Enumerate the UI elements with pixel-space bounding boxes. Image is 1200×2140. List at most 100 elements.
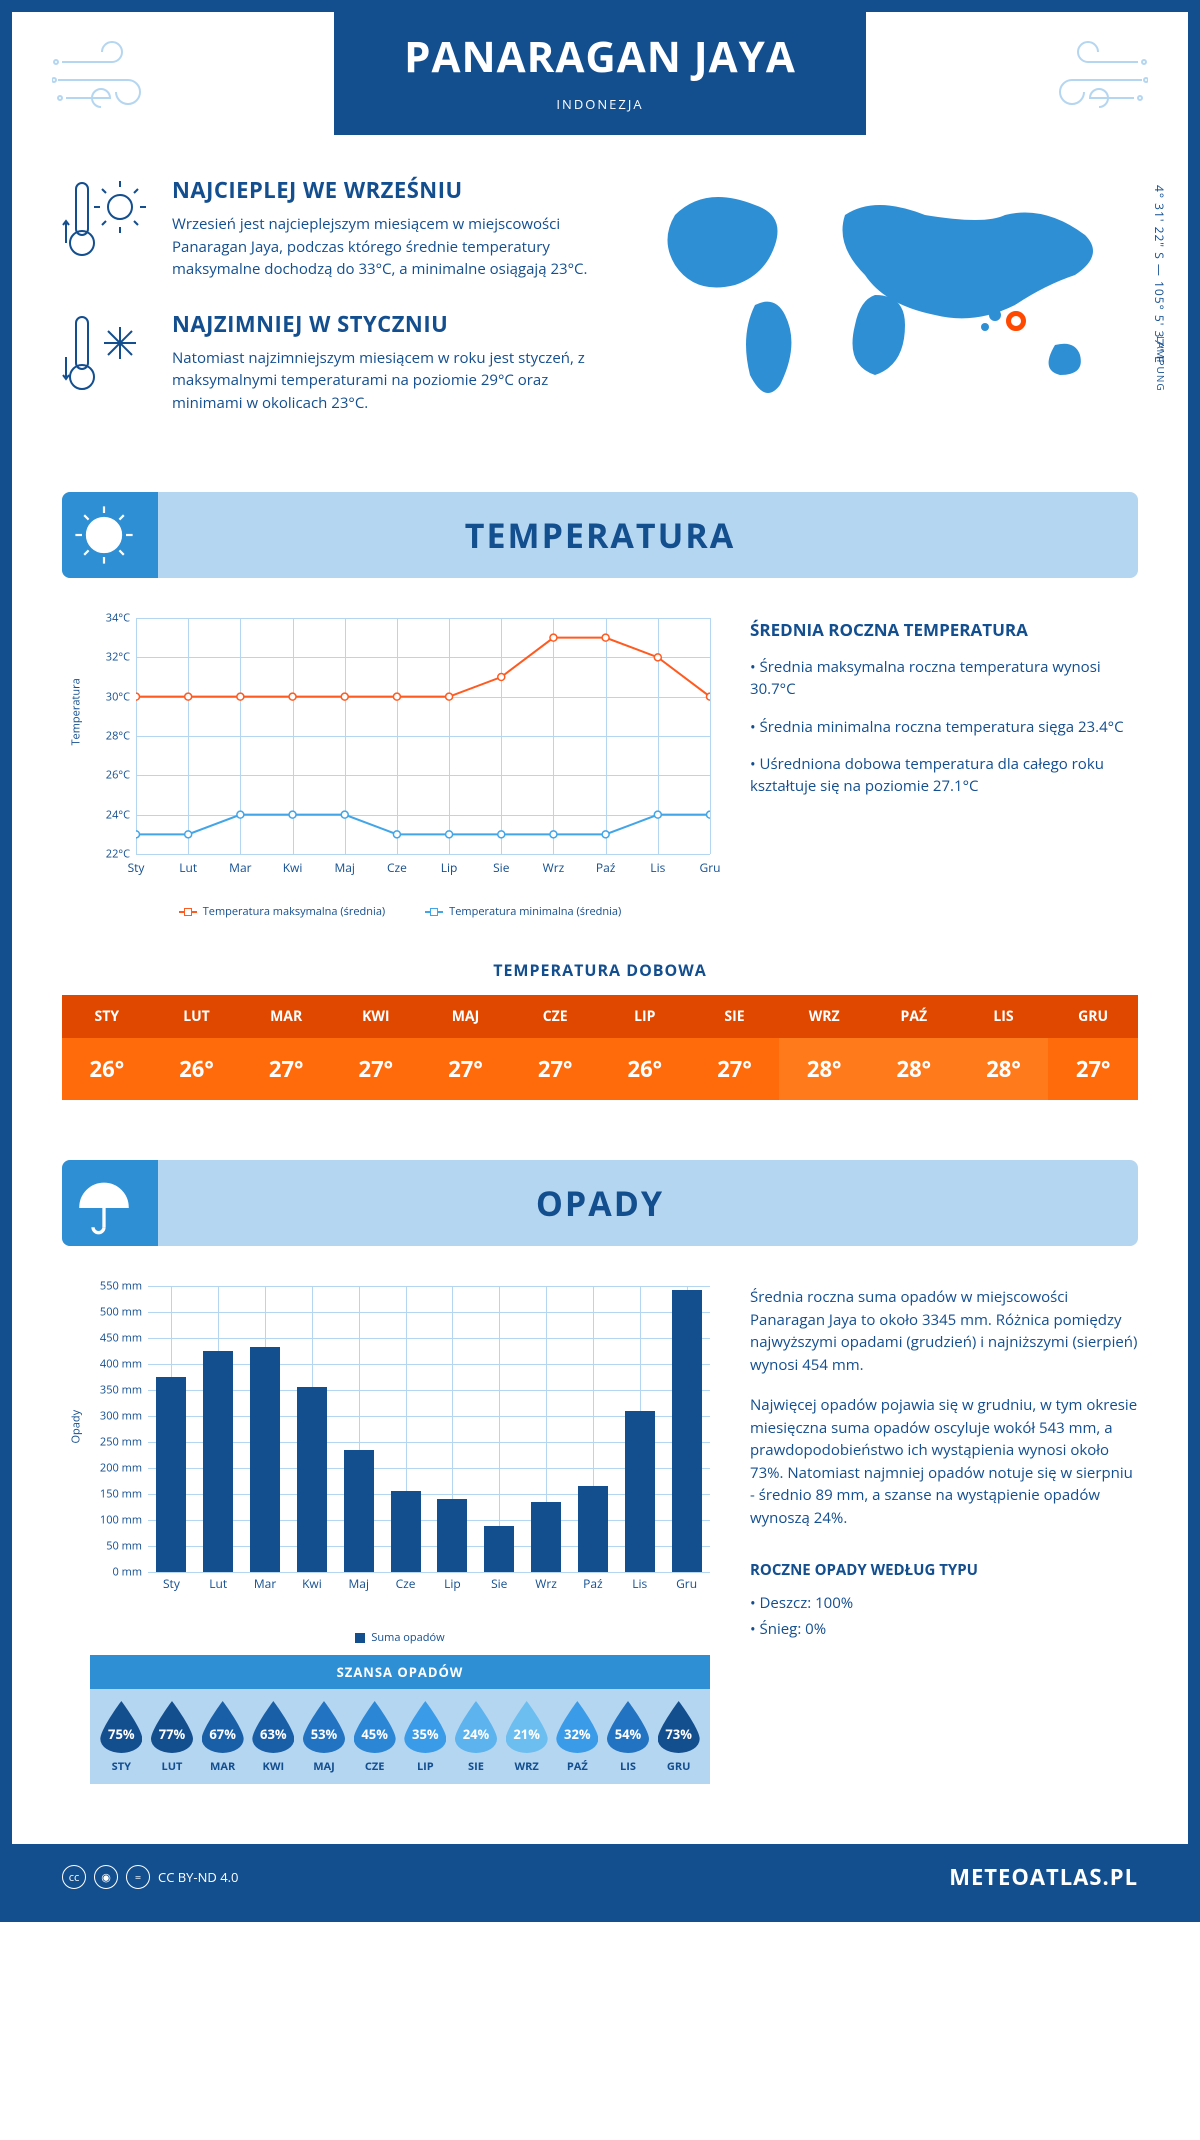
- chance-month: LUT: [147, 1759, 198, 1774]
- temp-x-tick: Maj: [334, 859, 355, 876]
- chance-drop: 24%: [455, 1701, 497, 1753]
- precip-y-tick: 0 mm: [90, 1565, 142, 1580]
- chance-title: SZANSA OPADÓW: [90, 1655, 710, 1689]
- precip-y-tick: 50 mm: [90, 1539, 142, 1554]
- precip-x-tick: Mar: [254, 1575, 276, 1592]
- hot-title: NAJCIEPLEJ WE WRZEŚNIU: [172, 175, 602, 205]
- chance-month: CZE: [349, 1759, 400, 1774]
- precip-x-tick: Lut: [209, 1575, 227, 1592]
- temp-y-axis-title: Temperatura: [69, 678, 84, 745]
- chance-month: PAŹ: [552, 1759, 603, 1774]
- precip-legend: Suma opadów: [90, 1630, 710, 1645]
- temp-x-tick: Kwi: [283, 859, 303, 876]
- temp-bullet: • Średnia maksymalna roczna temperatura …: [750, 657, 1138, 701]
- chance-drop: 67%: [202, 1701, 244, 1753]
- daily-temp-value: 27°: [1048, 1038, 1138, 1100]
- umbrella-icon: [71, 1170, 137, 1236]
- daily-temp-value: 28°: [779, 1038, 869, 1100]
- daily-temp-value: 28°: [959, 1038, 1049, 1100]
- temp-y-tick: 34°C: [90, 611, 130, 626]
- temp-bullet: • Średnia minimalna roczna temperatura s…: [750, 717, 1138, 739]
- temperature-legend: Temperatura maksymalna (średnia)Temperat…: [90, 904, 710, 919]
- chance-month: LIS: [603, 1759, 654, 1774]
- precip-x-tick: Kwi: [302, 1575, 322, 1592]
- temp-x-tick: Lut: [179, 859, 197, 876]
- hot-month-block: NAJCIEPLEJ WE WRZEŚNIU Wrzesień jest naj…: [62, 175, 602, 281]
- chance-drop: 35%: [404, 1701, 446, 1753]
- precip-y-tick: 350 mm: [90, 1383, 142, 1398]
- precip-y-axis-title: Opady: [69, 1410, 84, 1444]
- precip-y-tick: 450 mm: [90, 1331, 142, 1346]
- daily-month-header: MAJ: [421, 995, 511, 1038]
- temp-x-tick: Sie: [493, 859, 509, 876]
- wind-icon-right: [1028, 40, 1148, 125]
- temp-bullet: • Uśredniona dobowa temperatura dla całe…: [750, 754, 1138, 798]
- daily-month-header: MAR: [241, 995, 331, 1038]
- precip-x-tick: Wrz: [535, 1575, 557, 1592]
- cold-text: Natomiast najzimniejszym miesiącem w rok…: [172, 347, 602, 415]
- temp-y-tick: 30°C: [90, 689, 130, 704]
- precip-text-1: Średnia roczna suma opadów w miejscowośc…: [750, 1286, 1138, 1376]
- daily-month-header: WRZ: [779, 995, 869, 1038]
- temp-x-tick: Sty: [128, 859, 145, 876]
- daily-month-header: CZE: [510, 995, 600, 1038]
- temp-y-tick: 24°C: [90, 807, 130, 822]
- sun-icon: [71, 502, 137, 568]
- daily-month-header: LIP: [600, 995, 690, 1038]
- chance-drop: 63%: [252, 1701, 294, 1753]
- precip-type-item: • Śnieg: 0%: [750, 1618, 1138, 1641]
- page-subtitle: INDONEZJA: [404, 95, 796, 113]
- chance-month: MAR: [197, 1759, 248, 1774]
- precip-x-tick: Maj: [349, 1575, 370, 1592]
- temp-y-tick: 26°C: [90, 768, 130, 783]
- temp-x-tick: Wrz: [543, 859, 565, 876]
- precip-bar: [437, 1499, 467, 1572]
- precip-x-tick: Lip: [444, 1575, 461, 1592]
- precip-y-tick: 150 mm: [90, 1487, 142, 1502]
- precip-text-2: Najwięcej opadów pojawia się w grudniu, …: [750, 1394, 1138, 1529]
- chance-month: WRZ: [501, 1759, 552, 1774]
- daily-temp-title: TEMPERATURA DOBOWA: [12, 959, 1188, 981]
- temp-x-tick: Lis: [650, 859, 665, 876]
- daily-temp-table: STYLUTMARKWIMAJCZELIPSIEWRZPAŹLISGRU26°2…: [62, 995, 1138, 1100]
- precip-bar: [625, 1411, 655, 1572]
- precip-bar: [344, 1450, 374, 1572]
- chance-drop: 77%: [151, 1701, 193, 1753]
- license-text: CC BY-ND 4.0: [158, 1868, 238, 1886]
- page-title: PANARAGAN JAYA: [404, 28, 796, 85]
- world-map: [632, 175, 1138, 405]
- chance-drop: 45%: [354, 1701, 396, 1753]
- daily-month-header: LUT: [152, 995, 242, 1038]
- hot-text: Wrzesień jest najcieplejszym miesiącem w…: [172, 213, 602, 281]
- daily-temp-value: 26°: [600, 1038, 690, 1100]
- precip-x-tick: Cze: [396, 1575, 416, 1592]
- temp-x-tick: Gru: [700, 859, 721, 876]
- temperature-title: TEMPERATURA: [62, 512, 1138, 558]
- thermometer-sun-icon: [62, 175, 152, 281]
- precip-bar: [531, 1502, 561, 1572]
- daily-month-header: LIS: [959, 995, 1049, 1038]
- chance-month: SIE: [451, 1759, 502, 1774]
- daily-temp-value: 28°: [869, 1038, 959, 1100]
- precip-y-tick: 550 mm: [90, 1279, 142, 1294]
- legend-item: Temperatura minimalna (średnia): [425, 904, 621, 919]
- precip-bar-chart: Opady 0 mm50 mm100 mm150 mm200 mm250 mm3…: [90, 1286, 710, 1626]
- chance-month: STY: [96, 1759, 147, 1774]
- temperature-line-chart: Temperatura 22°C24°C26°C28°C30°C32°C34°C…: [90, 618, 710, 898]
- daily-temp-value: 27°: [241, 1038, 331, 1100]
- precip-bar: [578, 1486, 608, 1572]
- precip-x-tick: Lis: [632, 1575, 647, 1592]
- temp-y-tick: 28°C: [90, 729, 130, 744]
- daily-temp-value: 26°: [62, 1038, 152, 1100]
- precip-bar: [297, 1387, 327, 1572]
- daily-temp-value: 27°: [331, 1038, 421, 1100]
- chance-drop: 54%: [607, 1701, 649, 1753]
- temp-y-tick: 22°C: [90, 847, 130, 862]
- daily-month-header: GRU: [1048, 995, 1138, 1038]
- precip-x-tick: Sie: [491, 1575, 507, 1592]
- daily-month-header: STY: [62, 995, 152, 1038]
- precip-y-tick: 500 mm: [90, 1305, 142, 1320]
- precip-bar: [391, 1491, 421, 1572]
- temp-x-tick: Mar: [229, 859, 251, 876]
- cold-month-block: NAJZIMNIEJ W STYCZNIU Natomiast najzimni…: [62, 309, 602, 415]
